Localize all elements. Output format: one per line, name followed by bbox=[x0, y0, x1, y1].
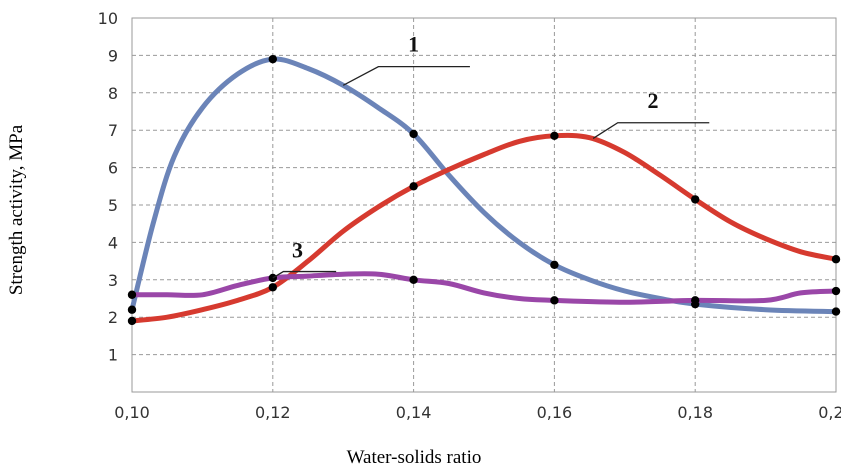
data-point bbox=[691, 296, 700, 305]
x-tick-label: 0,12 bbox=[255, 403, 291, 422]
data-point bbox=[550, 131, 559, 141]
x-tick-label: 0,16 bbox=[537, 403, 573, 422]
series-group bbox=[127, 54, 841, 326]
data-point bbox=[268, 54, 277, 64]
curve-label-1: 1 bbox=[408, 32, 419, 57]
data-point bbox=[268, 283, 277, 292]
curve-label-3: 3 bbox=[292, 237, 303, 262]
x-tick-label: 0,14 bbox=[396, 403, 432, 422]
y-tick-label: 4 bbox=[108, 233, 118, 252]
curve-label-2: 2 bbox=[647, 88, 658, 113]
data-point bbox=[127, 305, 137, 314]
leader-line-3 bbox=[272, 270, 337, 279]
data-point bbox=[127, 290, 137, 299]
series-2 bbox=[127, 131, 841, 326]
leader-line-2 bbox=[592, 122, 710, 139]
data-point bbox=[409, 275, 418, 284]
series-line-2 bbox=[129, 132, 839, 324]
y-tick-label: 10 bbox=[98, 9, 118, 28]
y-tick-label: 6 bbox=[108, 159, 118, 178]
data-point bbox=[831, 286, 841, 296]
leader-line-1 bbox=[342, 65, 470, 86]
data-point bbox=[550, 260, 559, 270]
y-axis-title: Strength activity, MPa bbox=[6, 124, 27, 295]
data-point bbox=[831, 255, 841, 264]
x-tick-label: 0,10 bbox=[114, 403, 150, 422]
y-tick-label: 9 bbox=[108, 46, 118, 65]
y-tick-label: 7 bbox=[108, 121, 118, 140]
x-tick-label: 0,20 bbox=[818, 403, 841, 422]
x-axis-title: Water-solids ratio bbox=[347, 447, 482, 466]
data-point bbox=[831, 307, 841, 316]
curve-labels: 1 2 3 bbox=[272, 32, 710, 279]
series-line-3 bbox=[129, 271, 839, 305]
y-tick-label: 8 bbox=[108, 84, 118, 103]
y-tick-label: 2 bbox=[108, 308, 118, 327]
data-point bbox=[409, 182, 418, 191]
x-tick-labels: 0,10 0,12 0,14 0,16 0,18 0,20 bbox=[114, 403, 841, 422]
series-1 bbox=[127, 54, 841, 316]
y-tick-label: 1 bbox=[108, 346, 118, 365]
y-tick-label: 5 bbox=[108, 196, 118, 215]
x-tick-label: 0,18 bbox=[677, 403, 713, 422]
data-point bbox=[691, 195, 700, 204]
y-tick-labels: 1 2 3 4 5 6 7 8 9 10 bbox=[98, 9, 118, 365]
series-line-1 bbox=[129, 56, 839, 315]
series-3 bbox=[127, 271, 841, 305]
data-point bbox=[550, 296, 559, 305]
y-tick-label: 3 bbox=[108, 271, 118, 290]
data-point bbox=[409, 129, 418, 139]
grid bbox=[131, 17, 837, 393]
data-point bbox=[127, 316, 137, 326]
